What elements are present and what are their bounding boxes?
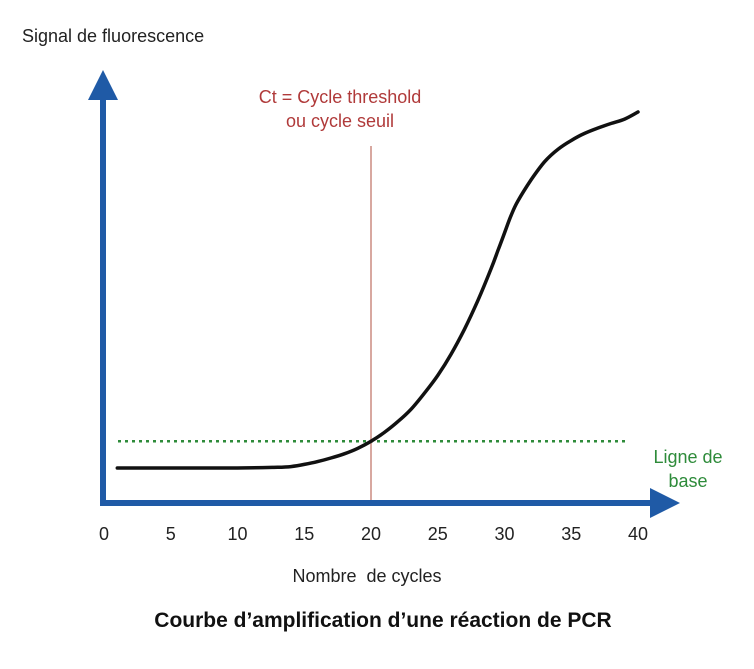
x-tick-label: 10 — [227, 524, 247, 544]
x-tick-label: 25 — [428, 524, 448, 544]
baseline-label-line2: base — [668, 471, 707, 491]
x-tick-label: 15 — [294, 524, 314, 544]
x-axis-arrow-icon — [650, 488, 680, 518]
x-tick-label: 0 — [99, 524, 109, 544]
baseline-label-line1: Ligne de — [653, 447, 722, 467]
x-tick-labels: 0 5 10 15 20 25 30 35 40 — [99, 524, 648, 544]
amplification-curve — [115, 110, 640, 470]
x-tick-label: 35 — [561, 524, 581, 544]
x-tick-label: 5 — [166, 524, 176, 544]
y-axis-label: Signal de fluorescence — [22, 26, 204, 46]
chart-title: Courbe d’amplification d’une réaction de… — [154, 609, 611, 632]
threshold-label-line2: ou cycle seuil — [286, 111, 394, 131]
x-tick-label: 30 — [494, 524, 514, 544]
threshold-label-line1: Ct = Cycle threshold — [259, 87, 422, 107]
x-axis-label: Nombre de cycles — [292, 566, 441, 586]
x-tick-label: 40 — [628, 524, 648, 544]
x-tick-label: 20 — [361, 524, 381, 544]
y-axis-arrow-icon — [88, 70, 118, 100]
